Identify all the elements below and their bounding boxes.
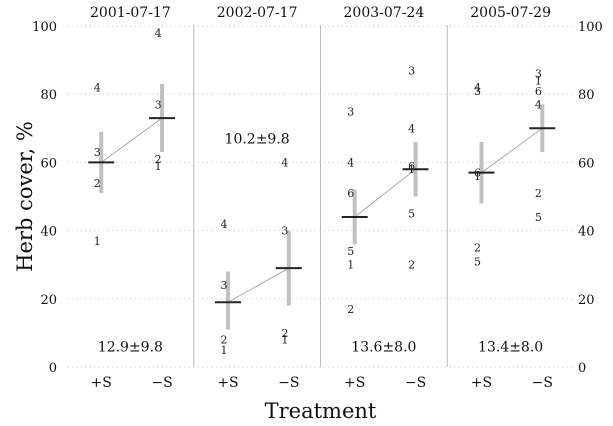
y-tick-label-right: 20 (578, 293, 595, 308)
data-point-label: 2 (155, 153, 162, 166)
x-tick-label: −S (278, 375, 299, 391)
data-point-label: 5 (347, 245, 354, 258)
data-point-label: 2 (220, 334, 227, 347)
data-point-label: 1 (535, 75, 542, 88)
data-point-label: 4 (94, 81, 101, 94)
y-tick-label-left: 40 (40, 225, 57, 240)
data-point-label: 4 (474, 81, 481, 94)
y-axis-label: Herb cover, % (13, 121, 37, 272)
panel-annotation: 10.2±9.8 (225, 132, 290, 148)
data-point-label: 1 (474, 170, 481, 183)
data-point-label: 2 (347, 303, 354, 316)
y-tick-label-right: 0 (578, 361, 586, 376)
y-tick-label-right: 40 (578, 225, 595, 240)
data-point-label: 3 (155, 98, 162, 111)
x-tick-label: +S (91, 375, 112, 391)
data-point-label: 4 (220, 218, 227, 231)
panel-title: 2001-07-17 (90, 5, 171, 21)
data-point-label: 4 (408, 122, 415, 135)
x-tick-label: +S (217, 375, 238, 391)
data-point-label: 5 (535, 211, 542, 224)
x-tick-label: −S (532, 375, 553, 391)
data-point-label: 3 (408, 64, 415, 77)
data-point-label: 3 (94, 146, 101, 159)
panel-annotation: 13.4±8.0 (478, 340, 543, 356)
data-point-label: 5 (474, 255, 481, 268)
data-point-label: 1 (94, 235, 101, 248)
data-point-label: 3 (347, 105, 354, 118)
data-point-label: 3 (535, 68, 542, 81)
data-point-label: 1 (155, 160, 162, 173)
mean-connector (354, 168, 416, 218)
y-tick-label-right: 60 (578, 156, 595, 171)
y-tick-label-left: 0 (49, 361, 57, 376)
data-point-label: 2 (281, 327, 288, 340)
y-tick-label-left: 100 (32, 20, 57, 35)
x-tick-label: +S (344, 375, 365, 391)
data-point-label: 4 (155, 27, 162, 40)
x-axis-label: Treatment (265, 399, 377, 423)
data-point-label: 4 (281, 156, 288, 169)
data-point-label: 6 (408, 160, 415, 173)
data-point-label: 4 (535, 98, 542, 111)
mean-connector (481, 127, 543, 173)
x-tick-label: −S (405, 375, 426, 391)
panel-annotation: 13.6±8.0 (351, 340, 416, 356)
data-point-label: 6 (347, 187, 354, 200)
y-tick-label-left: 60 (40, 156, 57, 171)
mean-connector (100, 117, 163, 163)
data-point-label: 1 (281, 334, 288, 347)
y-tick-label-right: 100 (578, 20, 603, 35)
data-point-label: 4 (347, 156, 354, 169)
y-tick-label-left: 80 (40, 88, 57, 103)
data-point-label: 3 (474, 85, 481, 98)
x-tick-label: −S (151, 375, 172, 391)
data-point-label: 2 (94, 177, 101, 190)
y-tick-label-left: 20 (40, 293, 57, 308)
data-point-label: 2 (408, 259, 415, 272)
data-point-label: 2 (474, 242, 481, 255)
data-point-label: 3 (281, 225, 288, 238)
y-tick-label-right: 80 (578, 88, 595, 103)
panel-annotation: 12.9±9.8 (98, 340, 163, 356)
data-point-label: 3 (220, 279, 227, 292)
panel-title: 2005-07-29 (470, 5, 551, 21)
data-point-label: 5 (408, 208, 415, 221)
data-point-label: 1 (220, 344, 227, 357)
x-tick-label: +S (471, 375, 492, 391)
data-point-label: 1 (347, 259, 354, 272)
panel-title: 2002-07-17 (217, 5, 298, 21)
data-point-label: 6 (535, 85, 542, 98)
mean-connector (227, 267, 290, 303)
data-point-label: 2 (535, 187, 542, 200)
panel-title: 2003-07-24 (344, 5, 425, 21)
